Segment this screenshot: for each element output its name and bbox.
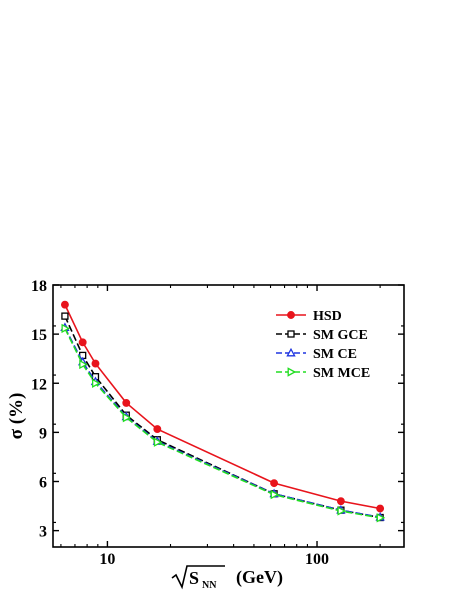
x-tick-label: 100: [305, 551, 329, 568]
series-line: [64, 328, 381, 519]
legend-label: SM CE: [313, 347, 357, 362]
data-point: [270, 489, 280, 500]
y-axis-label: σ (%): [6, 393, 27, 440]
radical-sign: [171, 565, 225, 590]
series-sm-gce: [61, 312, 384, 522]
x-axis-label-subscript: NN: [202, 580, 217, 591]
data-point: [61, 312, 69, 320]
y-tick-label: 18: [31, 278, 47, 295]
legend-label: SM MCE: [313, 366, 370, 381]
data-point: [153, 425, 162, 434]
data-point: [79, 359, 88, 370]
legend-marker: [287, 367, 297, 377]
plot-frame: [52, 284, 405, 548]
series-line: [64, 304, 381, 510]
legend-label: HSD: [313, 309, 342, 324]
legend-marker: [287, 311, 295, 319]
legend-marker: [286, 347, 296, 357]
x-axis-label-unit: (GeV): [236, 567, 283, 588]
x-tick-label: 10: [99, 551, 115, 568]
series-sm-mce: [61, 323, 386, 523]
legend-marker: [287, 330, 295, 338]
x-axis-label: S NN (GeV): [171, 565, 283, 591]
data-point: [60, 300, 69, 309]
data-point: [336, 497, 345, 506]
series-layer: [60, 300, 386, 523]
data-point: [153, 437, 163, 447]
data-point: [61, 323, 71, 334]
data-point: [122, 412, 132, 423]
y-tick-label: 3: [39, 524, 47, 541]
data-point: [337, 506, 347, 516]
y-tick-label: 12: [31, 376, 47, 393]
legend: HSD SM GCE SM CE SM MCE: [276, 309, 370, 381]
legend-item: SM MCE: [276, 366, 370, 381]
data-point: [92, 378, 101, 388]
data-point: [270, 479, 279, 488]
axis-ticks: 3 6 9 12 15 18 10 100: [31, 278, 404, 568]
data-point: [376, 513, 386, 523]
legend-item: SM CE: [276, 347, 357, 362]
series-hsd: [60, 300, 385, 513]
legend-item: HSD: [276, 309, 342, 324]
legend-label: SM GCE: [313, 328, 368, 343]
y-tick-label: 9: [39, 425, 47, 442]
data-point: [91, 359, 100, 368]
y-tick-label: 6: [39, 475, 47, 492]
data-point: [376, 504, 385, 513]
legend-item: SM GCE: [276, 328, 368, 343]
y-tick-label: 15: [31, 327, 47, 344]
data-point: [78, 338, 87, 347]
x-axis-label-variable: S: [189, 568, 199, 588]
data-point: [122, 398, 131, 407]
